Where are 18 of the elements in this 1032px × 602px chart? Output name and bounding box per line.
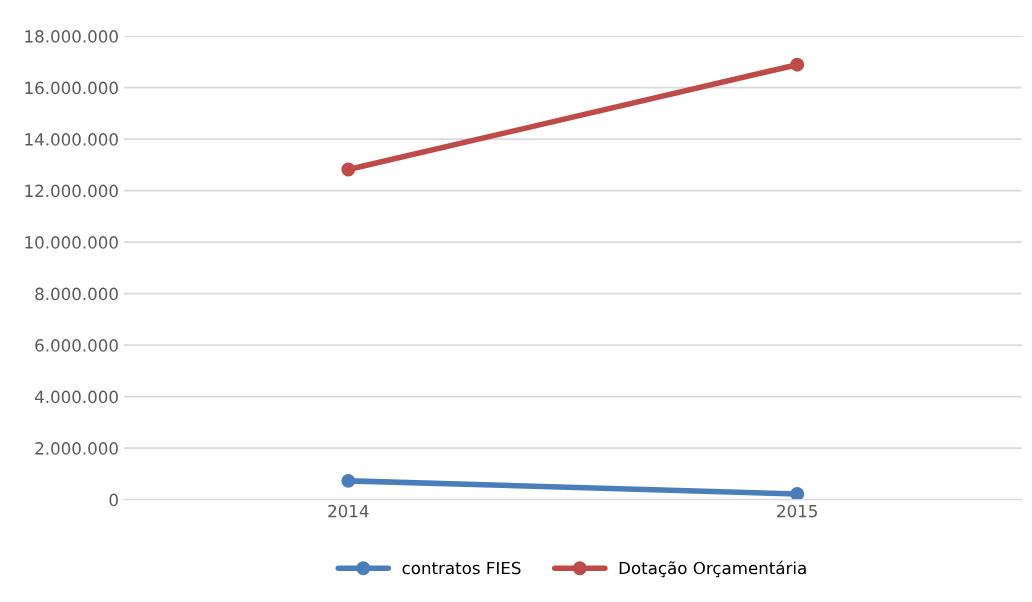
y-tick-label: 16.000.000 [25,81,118,95]
point [790,57,805,72]
point [790,487,805,500]
y-tick-label: 12.000.000 [25,184,118,198]
y-tick-label: 18.000.000 [25,30,118,43]
x-tick-label: 2015 [777,504,817,518]
y-tick-label: 14.000.000 [25,133,118,146]
point [341,473,356,488]
y-tick-label: 4.000.000 [34,390,118,404]
y-tick-label: 6.000.000 [35,339,118,352]
y-tick-label: 0 [109,493,118,507]
y-tick-label: 10.000.000 [25,236,118,249]
legend-label: Dotação Orçamentária [619,560,806,578]
y-tick-label: 2.000.000 [35,442,118,455]
y-tick-label: 8.000.000 [35,287,118,301]
legend-label: contratos FIES [402,561,521,575]
x-tick-label: 2014 [328,504,369,518]
point [341,162,356,177]
